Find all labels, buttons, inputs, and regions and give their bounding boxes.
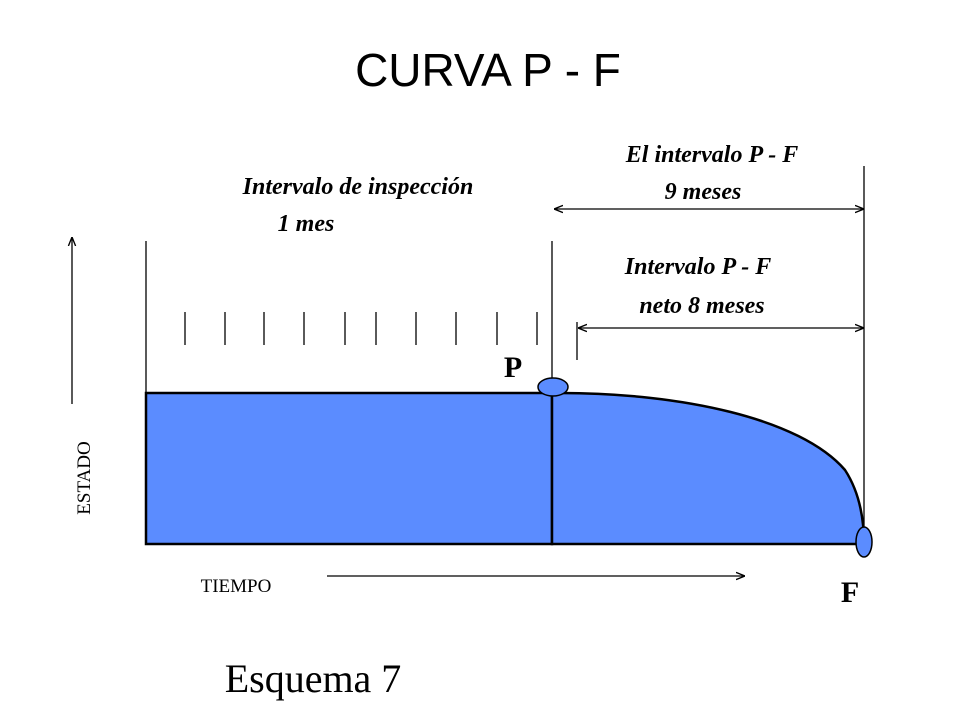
pf-interval-label: El intervalo P - F (625, 142, 798, 168)
inspection-interval-label: Intervalo de inspección (242, 174, 474, 200)
stable-condition-area (144, 391, 554, 546)
inspection-ticks (184, 312, 578, 360)
f-point-marker (855, 526, 873, 558)
p-point-marker (537, 377, 569, 397)
degradation-curve-area (550, 391, 866, 546)
inspection-interval-value: 1 mes (278, 211, 335, 237)
diagram-caption: Esquema 7 (225, 656, 402, 701)
y-axis-label: ESTADO (74, 441, 95, 514)
p-point-label: P (504, 351, 522, 384)
pf-interval-value: 9 meses (665, 179, 742, 205)
page-title: CURVA P - F (355, 44, 621, 96)
x-axis-label: TIEMPO (201, 576, 272, 597)
net-pf-interval-value: neto 8 meses (639, 293, 764, 319)
net-pf-interval-label: Intervalo P - F (624, 254, 771, 280)
f-point-label: F (841, 576, 859, 609)
